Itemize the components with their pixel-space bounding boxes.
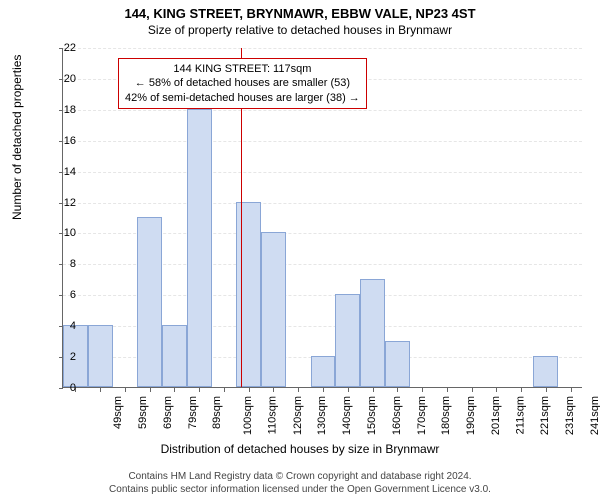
xtick-mark [422, 388, 423, 392]
histogram-bar [311, 356, 336, 387]
xtick-mark [521, 388, 522, 392]
xtick-mark [199, 388, 200, 392]
title-sub: Size of property relative to detached ho… [0, 21, 600, 37]
gridline-h [63, 203, 582, 204]
annotation-line3: 42% of semi-detached houses are larger (… [125, 91, 360, 105]
ytick-label: 18 [46, 104, 76, 116]
ytick-label: 16 [46, 135, 76, 147]
xtick-label: 79sqm [187, 396, 199, 429]
footer: Contains HM Land Registry data © Crown c… [0, 470, 600, 496]
histogram-bar [236, 202, 261, 387]
xtick-label: 89sqm [211, 396, 223, 429]
title-main: 144, KING STREET, BRYNMAWR, EBBW VALE, N… [0, 0, 600, 21]
histogram-bar [533, 356, 558, 387]
xtick-label: 190sqm [465, 396, 477, 435]
xtick-label: 241sqm [589, 396, 600, 435]
xtick-label: 150sqm [366, 396, 378, 435]
histogram-bar [187, 109, 212, 387]
y-axis-title: Number of detached properties [10, 55, 24, 220]
histogram-bar [360, 279, 385, 387]
histogram-bar [335, 294, 360, 387]
xtick-label: 231sqm [564, 396, 576, 435]
xtick-mark [397, 388, 398, 392]
ytick-label: 22 [46, 42, 76, 54]
xtick-label: 180sqm [440, 396, 452, 435]
xtick-mark [373, 388, 374, 392]
histogram-bar [162, 325, 187, 387]
xtick-label: 49sqm [112, 396, 124, 429]
annotation-line1: 144 KING STREET: 117sqm [125, 62, 360, 76]
xtick-label: 211sqm [514, 396, 526, 434]
xtick-mark [472, 388, 473, 392]
ytick-label: 10 [46, 227, 76, 239]
xtick-mark [125, 388, 126, 392]
chart-area: 49sqm59sqm69sqm79sqm89sqm100sqm110sqm120… [62, 48, 582, 388]
xtick-mark [150, 388, 151, 392]
xtick-mark [273, 388, 274, 392]
ytick-label: 6 [46, 289, 76, 301]
xtick-mark [447, 388, 448, 392]
gridline-h [63, 141, 582, 142]
footer-line1: Contains HM Land Registry data © Crown c… [0, 470, 600, 483]
ytick-label: 14 [46, 166, 76, 178]
xtick-mark [546, 388, 547, 392]
xtick-mark [571, 388, 572, 392]
xtick-label: 100sqm [242, 396, 254, 435]
xtick-label: 110sqm [266, 396, 278, 434]
ytick-label: 12 [46, 197, 76, 209]
xtick-label: 221sqm [539, 396, 551, 435]
gridline-h [63, 110, 582, 111]
annotation-box: 144 KING STREET: 117sqm ← 58% of detache… [118, 58, 367, 109]
histogram-bar [261, 232, 286, 387]
xtick-label: 201sqm [490, 396, 502, 435]
xtick-label: 170sqm [416, 396, 428, 435]
ytick-label: 4 [46, 320, 76, 332]
xtick-mark [323, 388, 324, 392]
ytick-label: 8 [46, 258, 76, 270]
xtick-label: 59sqm [137, 396, 149, 429]
xtick-mark [100, 388, 101, 392]
xtick-mark [348, 388, 349, 392]
gridline-h [63, 172, 582, 173]
gridline-h [63, 48, 582, 49]
xtick-mark [174, 388, 175, 392]
xtick-label: 140sqm [341, 396, 353, 435]
annotation-line2: ← 58% of detached houses are smaller (53… [125, 76, 360, 90]
histogram-bar [88, 325, 113, 387]
ytick-label: 20 [46, 73, 76, 85]
histogram-bar [385, 341, 410, 387]
xtick-mark [224, 388, 225, 392]
footer-line2: Contains public sector information licen… [0, 483, 600, 496]
x-axis-title: Distribution of detached houses by size … [0, 442, 600, 456]
xtick-label: 130sqm [317, 396, 329, 435]
chart-container: 144, KING STREET, BRYNMAWR, EBBW VALE, N… [0, 0, 600, 500]
xtick-label: 69sqm [162, 396, 174, 429]
xtick-mark [249, 388, 250, 392]
xtick-label: 120sqm [292, 396, 304, 435]
histogram-bar [137, 217, 162, 387]
xtick-label: 160sqm [391, 396, 403, 435]
xtick-mark [496, 388, 497, 392]
xtick-mark [298, 388, 299, 392]
ytick-label: 2 [46, 351, 76, 363]
ytick-label: 0 [46, 382, 76, 394]
